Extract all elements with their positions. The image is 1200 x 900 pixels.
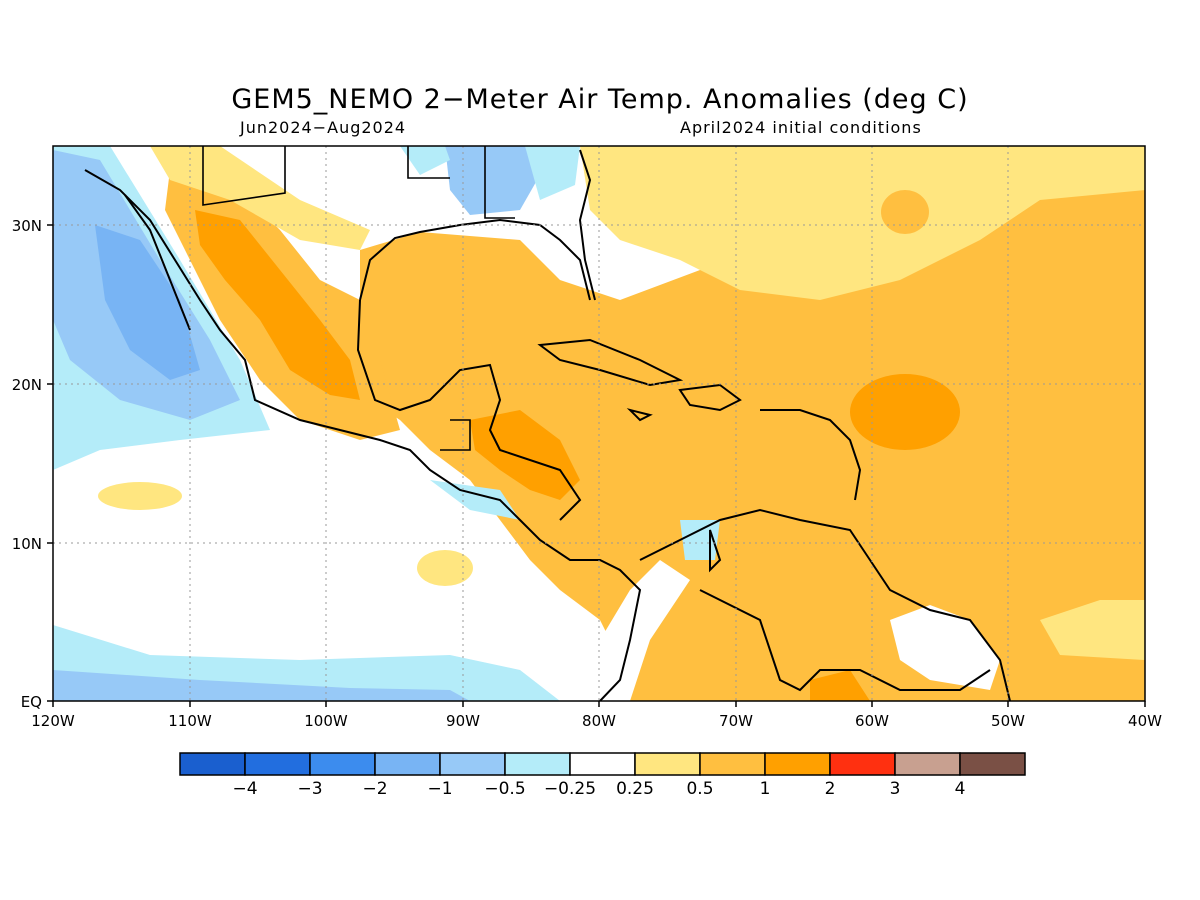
x-tick-label: 100W <box>304 712 348 730</box>
initial-conditions-label: April2024 initial conditions <box>680 118 922 137</box>
colorbar-swatch <box>244 752 311 776</box>
x-tick-label: 110W <box>168 712 212 730</box>
colorbar-swatch <box>829 752 896 776</box>
colorbar-swatch <box>764 752 831 776</box>
x-tick-label: 40W <box>1128 712 1162 730</box>
colorbar-label: 3 <box>890 779 901 799</box>
x-tick-label: 60W <box>855 712 889 730</box>
coastlines <box>84 149 1011 701</box>
season-label: Jun2024−Aug2024 <box>240 118 407 137</box>
colorbar-label: 4 <box>955 779 966 799</box>
y-tick-label: 30N <box>12 217 42 235</box>
colorbar-label: −0.5 <box>484 779 525 799</box>
colorbar-label: −3 <box>297 779 322 799</box>
anomaly-region-central-america <box>470 410 580 500</box>
colorbar-swatch <box>894 752 961 776</box>
x-axis-labels: 120W 110W 100W 90W 80W 70W 60W 50W 40W <box>31 712 1162 730</box>
y-tick-label: EQ <box>21 693 42 711</box>
colorbar-swatch <box>699 752 766 776</box>
anomaly-region-caribbean <box>360 180 1145 701</box>
y-tick-label: 20N <box>12 376 42 394</box>
colorbar-swatch <box>634 752 701 776</box>
colorbar-label: 0.25 <box>616 779 654 799</box>
x-tick-label: 80W <box>582 712 616 730</box>
political-borders <box>202 146 515 451</box>
colorbar-label: −0.25 <box>544 779 596 799</box>
y-axis-labels: EQ 10N 20N 30N <box>12 217 42 711</box>
colorbar-swatch <box>439 752 506 776</box>
anomaly-region-atlantic-north <box>580 146 1145 300</box>
x-tick-label: 90W <box>446 712 480 730</box>
colorbar: −4 −3 −2 −1 −0.5 −0.25 0.25 0.5 1 2 3 4 <box>179 752 1026 799</box>
anomaly-region-us-southeast-cool <box>445 146 540 215</box>
map-grid <box>53 146 1145 701</box>
anomaly-region-pacific-warm <box>98 482 182 510</box>
map-title: GEM5_NEMO 2−Meter Air Temp. Anomalies (d… <box>231 84 969 115</box>
map-field <box>53 146 1145 701</box>
colorbar-label: 2 <box>825 779 836 799</box>
colorbar-swatch <box>569 752 636 776</box>
colorbar-label: −1 <box>427 779 452 799</box>
colorbar-label: 1 <box>760 779 771 799</box>
anomaly-region-atlantic-core <box>850 374 960 450</box>
colorbar-label: 0.5 <box>686 779 713 799</box>
x-tick-label: 50W <box>991 712 1025 730</box>
colorbar-swatch <box>504 752 571 776</box>
colorbar-swatch <box>179 752 246 776</box>
colorbar-swatch <box>959 752 1026 776</box>
x-tick-label: 70W <box>719 712 753 730</box>
colorbar-label: −4 <box>232 779 257 799</box>
colorbar-label: −2 <box>362 779 387 799</box>
colorbar-swatch <box>309 752 376 776</box>
anomaly-region-mexico-core <box>195 210 360 400</box>
y-tick-label: 10N <box>12 535 42 553</box>
tick-marks <box>47 224 1146 707</box>
anomaly-region-pacific-cold-core <box>95 225 200 380</box>
colorbar-swatch <box>374 752 441 776</box>
x-tick-label: 120W <box>31 712 75 730</box>
